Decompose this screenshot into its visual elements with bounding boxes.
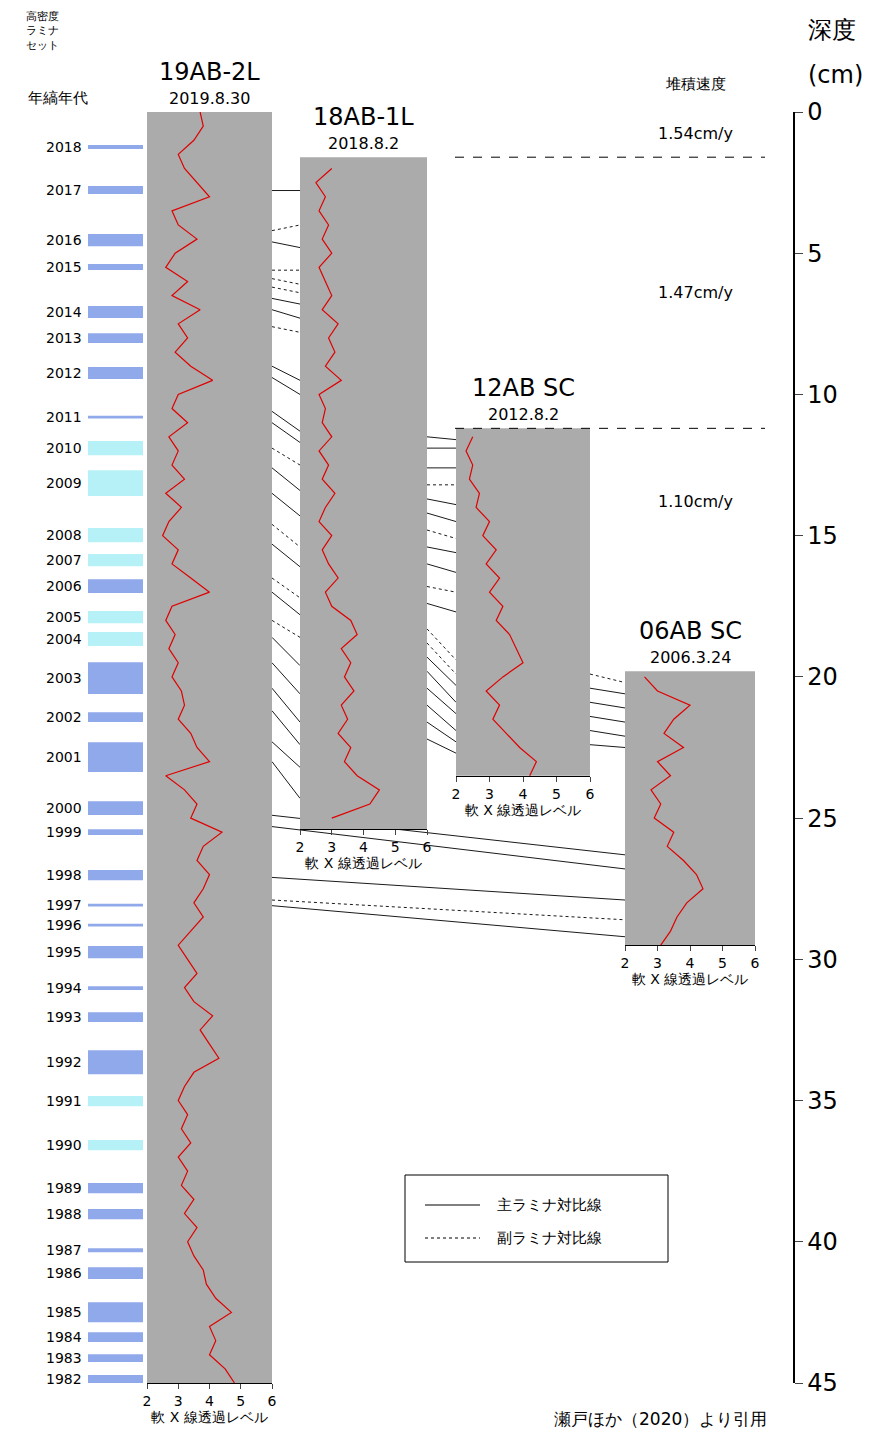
svg-text:年縞年代: 年縞年代 bbox=[28, 89, 88, 107]
svg-text:1999: 1999 bbox=[46, 824, 82, 840]
svg-text:2007: 2007 bbox=[46, 552, 82, 568]
svg-text:19AB-2L: 19AB-2L bbox=[159, 58, 260, 86]
svg-text:2000: 2000 bbox=[46, 800, 82, 816]
svg-text:6: 6 bbox=[586, 786, 595, 802]
svg-text:1983: 1983 bbox=[46, 1350, 82, 1366]
svg-text:高密度ラミナセット: 高密度ラミナセット bbox=[26, 10, 59, 52]
svg-text:軟 X 線透過レベル: 軟 X 線透過レベル bbox=[151, 1409, 268, 1425]
svg-text:2012: 2012 bbox=[46, 365, 82, 381]
svg-text:2017: 2017 bbox=[46, 182, 82, 198]
svg-text:2008: 2008 bbox=[46, 527, 82, 543]
svg-text:軟 X 線透過レベル: 軟 X 線透過レベル bbox=[305, 855, 422, 871]
svg-text:2006.3.24: 2006.3.24 bbox=[650, 648, 731, 667]
svg-text:6: 6 bbox=[423, 839, 432, 855]
svg-text:軟 X 線透過レベル: 軟 X 線透過レベル bbox=[632, 971, 749, 987]
svg-text:6: 6 bbox=[268, 1393, 277, 1409]
svg-text:副ラミナ対比線: 副ラミナ対比線 bbox=[497, 1229, 602, 1247]
svg-text:2012.8.2: 2012.8.2 bbox=[488, 405, 559, 424]
svg-text:深度: 深度 bbox=[808, 16, 856, 44]
svg-text:1990: 1990 bbox=[46, 1137, 82, 1153]
svg-text:12AB SC: 12AB SC bbox=[472, 374, 575, 402]
svg-text:2013: 2013 bbox=[46, 330, 82, 346]
svg-text:4: 4 bbox=[205, 1393, 214, 1409]
svg-text:1996: 1996 bbox=[46, 917, 82, 933]
svg-text:1986: 1986 bbox=[46, 1265, 82, 1281]
svg-text:4: 4 bbox=[359, 839, 368, 855]
svg-text:1.47cm/y: 1.47cm/y bbox=[658, 283, 733, 302]
svg-text:1.54cm/y: 1.54cm/y bbox=[658, 124, 733, 143]
svg-text:06AB SC: 06AB SC bbox=[639, 617, 742, 645]
svg-text:2016: 2016 bbox=[46, 232, 82, 248]
svg-text:1988: 1988 bbox=[46, 1206, 82, 1222]
svg-text:2: 2 bbox=[296, 839, 305, 855]
svg-text:1984: 1984 bbox=[46, 1329, 82, 1345]
svg-text:2001: 2001 bbox=[46, 749, 82, 765]
svg-text:2004: 2004 bbox=[46, 631, 82, 647]
svg-text:2015: 2015 bbox=[46, 259, 82, 275]
svg-text:1992: 1992 bbox=[46, 1054, 82, 1070]
svg-text:1994: 1994 bbox=[46, 980, 82, 996]
svg-text:3: 3 bbox=[485, 786, 494, 802]
svg-text:2: 2 bbox=[452, 786, 461, 802]
svg-text:5: 5 bbox=[552, 786, 561, 802]
svg-text:5: 5 bbox=[391, 839, 400, 855]
svg-text:1985: 1985 bbox=[46, 1304, 82, 1320]
svg-text:2: 2 bbox=[621, 955, 630, 971]
svg-text:30: 30 bbox=[807, 946, 838, 974]
svg-text:3: 3 bbox=[174, 1393, 183, 1409]
svg-text:1982: 1982 bbox=[46, 1371, 82, 1387]
svg-text:2011: 2011 bbox=[46, 409, 82, 425]
svg-text:瀬戸ほか（2020）より引用: 瀬戸ほか（2020）より引用 bbox=[554, 1409, 767, 1429]
svg-text:主ラミナ対比線: 主ラミナ対比線 bbox=[497, 1196, 602, 1214]
svg-text:2009: 2009 bbox=[46, 475, 82, 491]
svg-text:1989: 1989 bbox=[46, 1180, 82, 1196]
svg-text:1.10cm/y: 1.10cm/y bbox=[658, 492, 733, 511]
svg-text:40: 40 bbox=[807, 1228, 838, 1256]
svg-text:2005: 2005 bbox=[46, 609, 82, 625]
svg-text:3: 3 bbox=[653, 955, 662, 971]
svg-text:1987: 1987 bbox=[46, 1242, 82, 1258]
svg-text:0: 0 bbox=[807, 98, 822, 126]
svg-text:3: 3 bbox=[327, 839, 336, 855]
svg-text:2018.8.2: 2018.8.2 bbox=[328, 134, 399, 153]
svg-text:4: 4 bbox=[519, 786, 528, 802]
svg-text:5: 5 bbox=[807, 240, 822, 268]
svg-text:35: 35 bbox=[807, 1087, 838, 1115]
svg-text:堆積速度: 堆積速度 bbox=[665, 75, 726, 93]
svg-text:1991: 1991 bbox=[46, 1093, 82, 1109]
svg-text:2002: 2002 bbox=[46, 709, 82, 725]
svg-text:6: 6 bbox=[751, 955, 760, 971]
svg-text:1997: 1997 bbox=[46, 897, 82, 913]
svg-text:1998: 1998 bbox=[46, 867, 82, 883]
svg-text:2019.8.30: 2019.8.30 bbox=[169, 89, 250, 108]
svg-text:15: 15 bbox=[807, 522, 838, 550]
svg-text:25: 25 bbox=[807, 805, 838, 833]
svg-text:軟 X 線透過レベル: 軟 X 線透過レベル bbox=[465, 802, 582, 818]
svg-text:2006: 2006 bbox=[46, 578, 82, 594]
svg-text:2010: 2010 bbox=[46, 440, 82, 456]
svg-text:5: 5 bbox=[718, 955, 727, 971]
svg-text:2018: 2018 bbox=[46, 139, 82, 155]
svg-text:1993: 1993 bbox=[46, 1009, 82, 1025]
svg-text:1995: 1995 bbox=[46, 944, 82, 960]
svg-text:5: 5 bbox=[236, 1393, 245, 1409]
svg-text:2: 2 bbox=[143, 1393, 152, 1409]
svg-text:18AB-1L: 18AB-1L bbox=[313, 103, 414, 131]
svg-text:45: 45 bbox=[807, 1369, 838, 1397]
svg-text:2014: 2014 bbox=[46, 304, 82, 320]
svg-text:(cm): (cm) bbox=[808, 61, 863, 89]
svg-text:4: 4 bbox=[686, 955, 695, 971]
svg-text:20: 20 bbox=[807, 663, 838, 691]
svg-text:10: 10 bbox=[807, 381, 838, 409]
svg-text:2003: 2003 bbox=[46, 670, 82, 686]
